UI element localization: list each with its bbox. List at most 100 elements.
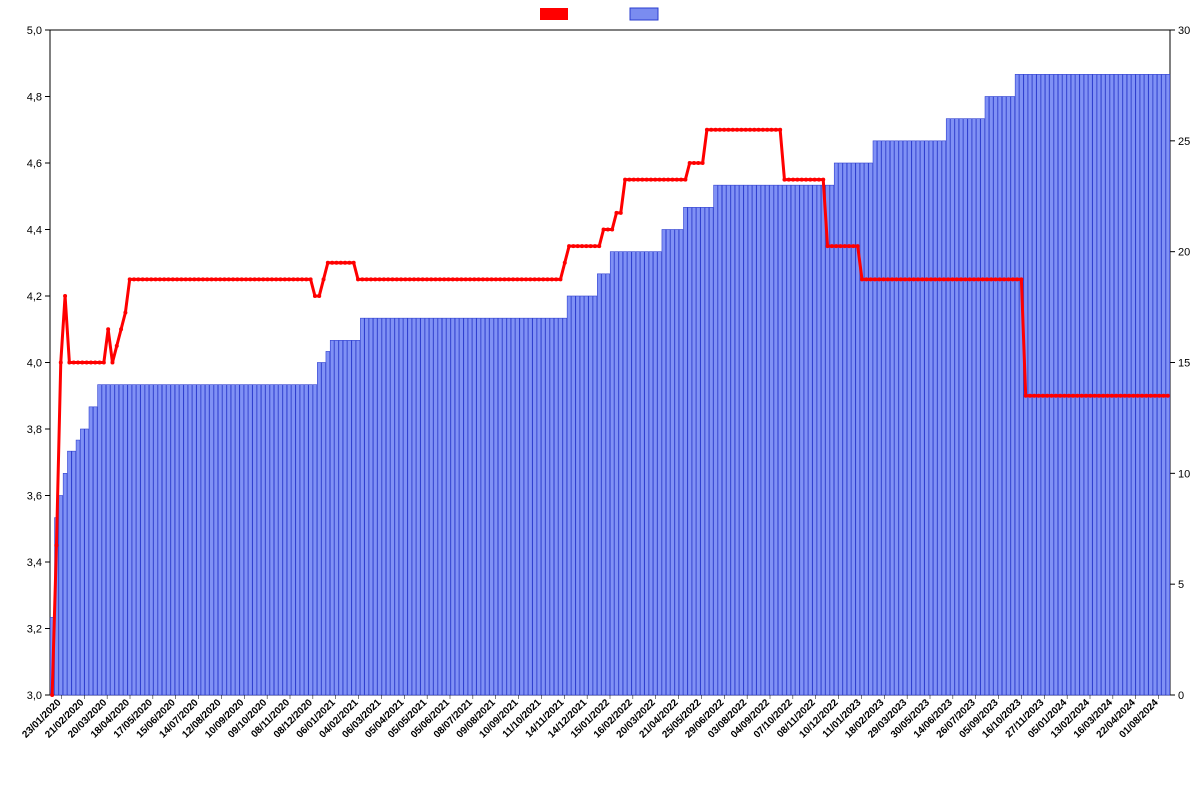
bar (1123, 74, 1127, 695)
bar (93, 407, 97, 695)
bar (464, 318, 468, 695)
bar (748, 185, 752, 695)
bar (1050, 74, 1054, 695)
bar (67, 451, 71, 695)
line-marker (1041, 394, 1045, 398)
bar (192, 385, 196, 695)
line-marker (847, 244, 851, 248)
line-marker (1127, 394, 1131, 398)
bar (343, 340, 347, 695)
line-marker (390, 277, 394, 281)
line-marker (985, 277, 989, 281)
legend-line-swatch (540, 8, 568, 20)
right-axis-tick-label: 15 (1178, 358, 1190, 370)
line-marker (214, 277, 218, 281)
line-marker (679, 178, 683, 182)
bar (378, 318, 382, 695)
bar (1037, 74, 1041, 695)
bar (145, 385, 149, 695)
line-marker (468, 277, 472, 281)
line-marker (899, 277, 903, 281)
line-marker (593, 244, 597, 248)
bar (847, 163, 851, 695)
line-marker (132, 277, 136, 281)
bar (128, 385, 132, 695)
line-marker (735, 128, 739, 132)
bar (783, 185, 787, 695)
line-marker (696, 161, 700, 165)
line-marker (1088, 394, 1092, 398)
line-marker (102, 361, 106, 365)
bar (347, 340, 351, 695)
bar (507, 318, 511, 695)
bar (408, 318, 412, 695)
right-axis-tick-label: 10 (1178, 468, 1190, 480)
line-marker (800, 178, 804, 182)
right-axis-tick-label: 20 (1178, 247, 1190, 259)
line-marker (714, 128, 718, 132)
line-marker (382, 277, 386, 281)
bar (1054, 74, 1058, 695)
bar (718, 185, 722, 695)
line-marker (838, 244, 842, 248)
left-axis-tick-label: 3,4 (27, 557, 42, 569)
bar (498, 318, 502, 695)
line-marker (412, 277, 416, 281)
bar (352, 340, 356, 695)
bar (403, 318, 407, 695)
line-marker (98, 361, 102, 365)
line-marker (451, 277, 455, 281)
bar (1011, 97, 1015, 696)
bar (218, 385, 222, 695)
line-marker (925, 277, 929, 281)
bar (593, 296, 597, 695)
line-marker (976, 277, 980, 281)
line-marker (67, 361, 71, 365)
bar (895, 141, 899, 695)
line-marker (326, 261, 330, 265)
bar (111, 385, 115, 695)
bar (1114, 74, 1118, 695)
bar (851, 163, 855, 695)
bar (709, 207, 713, 695)
line-marker (739, 128, 743, 132)
bar (1063, 74, 1067, 695)
line-marker (778, 128, 782, 132)
line-marker (507, 277, 511, 281)
line-marker (511, 277, 515, 281)
line-marker (834, 244, 838, 248)
bar (451, 318, 455, 695)
line-marker (912, 277, 916, 281)
bar (119, 385, 123, 695)
line-marker (1123, 394, 1127, 398)
bar (1007, 97, 1011, 696)
line-marker (752, 128, 756, 132)
bar (860, 163, 864, 695)
line-marker (459, 277, 463, 281)
line-marker (826, 244, 830, 248)
bar (304, 385, 308, 695)
line-marker (989, 277, 993, 281)
bar (1071, 74, 1075, 695)
line-marker (649, 178, 653, 182)
bar (102, 385, 106, 695)
line-marker (726, 128, 730, 132)
line-marker (356, 277, 360, 281)
line-marker (1002, 277, 1006, 281)
bar (1162, 74, 1166, 695)
bar (373, 318, 377, 695)
bar (671, 230, 675, 696)
bar (1101, 74, 1105, 695)
bar (533, 318, 537, 695)
bar (929, 141, 933, 695)
bar (981, 119, 985, 695)
line-marker (1024, 394, 1028, 398)
line-marker (192, 277, 196, 281)
bar (597, 274, 601, 695)
line-marker (843, 244, 847, 248)
line-marker (317, 294, 321, 298)
left-axis-tick-label: 5,0 (27, 25, 42, 37)
line-marker (873, 277, 877, 281)
line-marker (1045, 394, 1049, 398)
line-marker (425, 277, 429, 281)
